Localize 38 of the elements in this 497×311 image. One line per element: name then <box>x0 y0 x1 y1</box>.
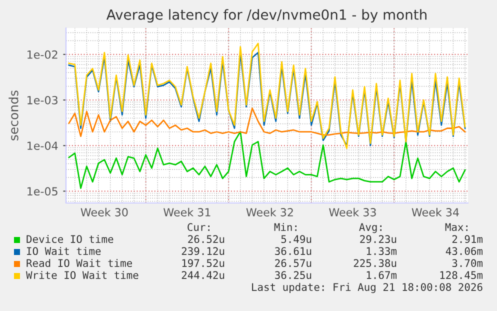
legend-label: Write IO Wait time <box>26 270 138 280</box>
x-tick-label: Week 30 <box>80 208 128 216</box>
legend-label: Read IO Wait time <box>26 258 132 268</box>
text: 36.61u <box>275 247 312 256</box>
y-tick-label: 1e-03 <box>28 96 58 104</box>
line-series <box>68 108 466 137</box>
text: Max: <box>445 223 468 232</box>
text: 5.49u <box>281 235 312 244</box>
legend-label: IO Wait time <box>27 246 101 256</box>
text: 3.70m <box>452 259 483 268</box>
x-tick-label: Week 32 <box>246 208 293 216</box>
text: 197.52u <box>182 259 224 268</box>
text: 29.23u <box>360 235 396 244</box>
text: Cur: <box>188 223 210 232</box>
legend-label: Device IO time <box>26 234 114 244</box>
text: Last update: Fri Aug 21 18:00:08 2026 <box>252 282 482 294</box>
text: 225.38u <box>354 259 396 268</box>
text: 239.12u <box>182 247 224 256</box>
x-tick-label: Week 31 <box>164 208 210 216</box>
text: 128.45m <box>440 271 483 280</box>
x-tick-label: Week 34 <box>412 208 459 216</box>
line-series <box>68 130 466 189</box>
text: 43.06m <box>446 247 483 256</box>
text: 1.67m <box>366 271 397 280</box>
text: 1.33m <box>366 247 397 256</box>
y-tick-label: 1e-05 <box>28 187 58 196</box>
y-axis-title: seconds <box>8 90 18 140</box>
y-tick-label: 1e-02 <box>28 50 58 59</box>
text: 26.52u <box>188 235 224 244</box>
text: Avg: <box>359 223 382 234</box>
y-tick-label: 1e-04 <box>28 142 58 150</box>
text: 2.91m <box>452 235 483 244</box>
text: Min: <box>274 222 296 231</box>
text: 26.57u <box>275 259 312 268</box>
text: 244.42u <box>182 271 224 280</box>
text: 36.25u <box>275 271 312 280</box>
chart-title: Average latency for /dev/nvme0n1 - by month <box>106 9 426 23</box>
x-tick-label: Week 33 <box>329 208 376 216</box>
